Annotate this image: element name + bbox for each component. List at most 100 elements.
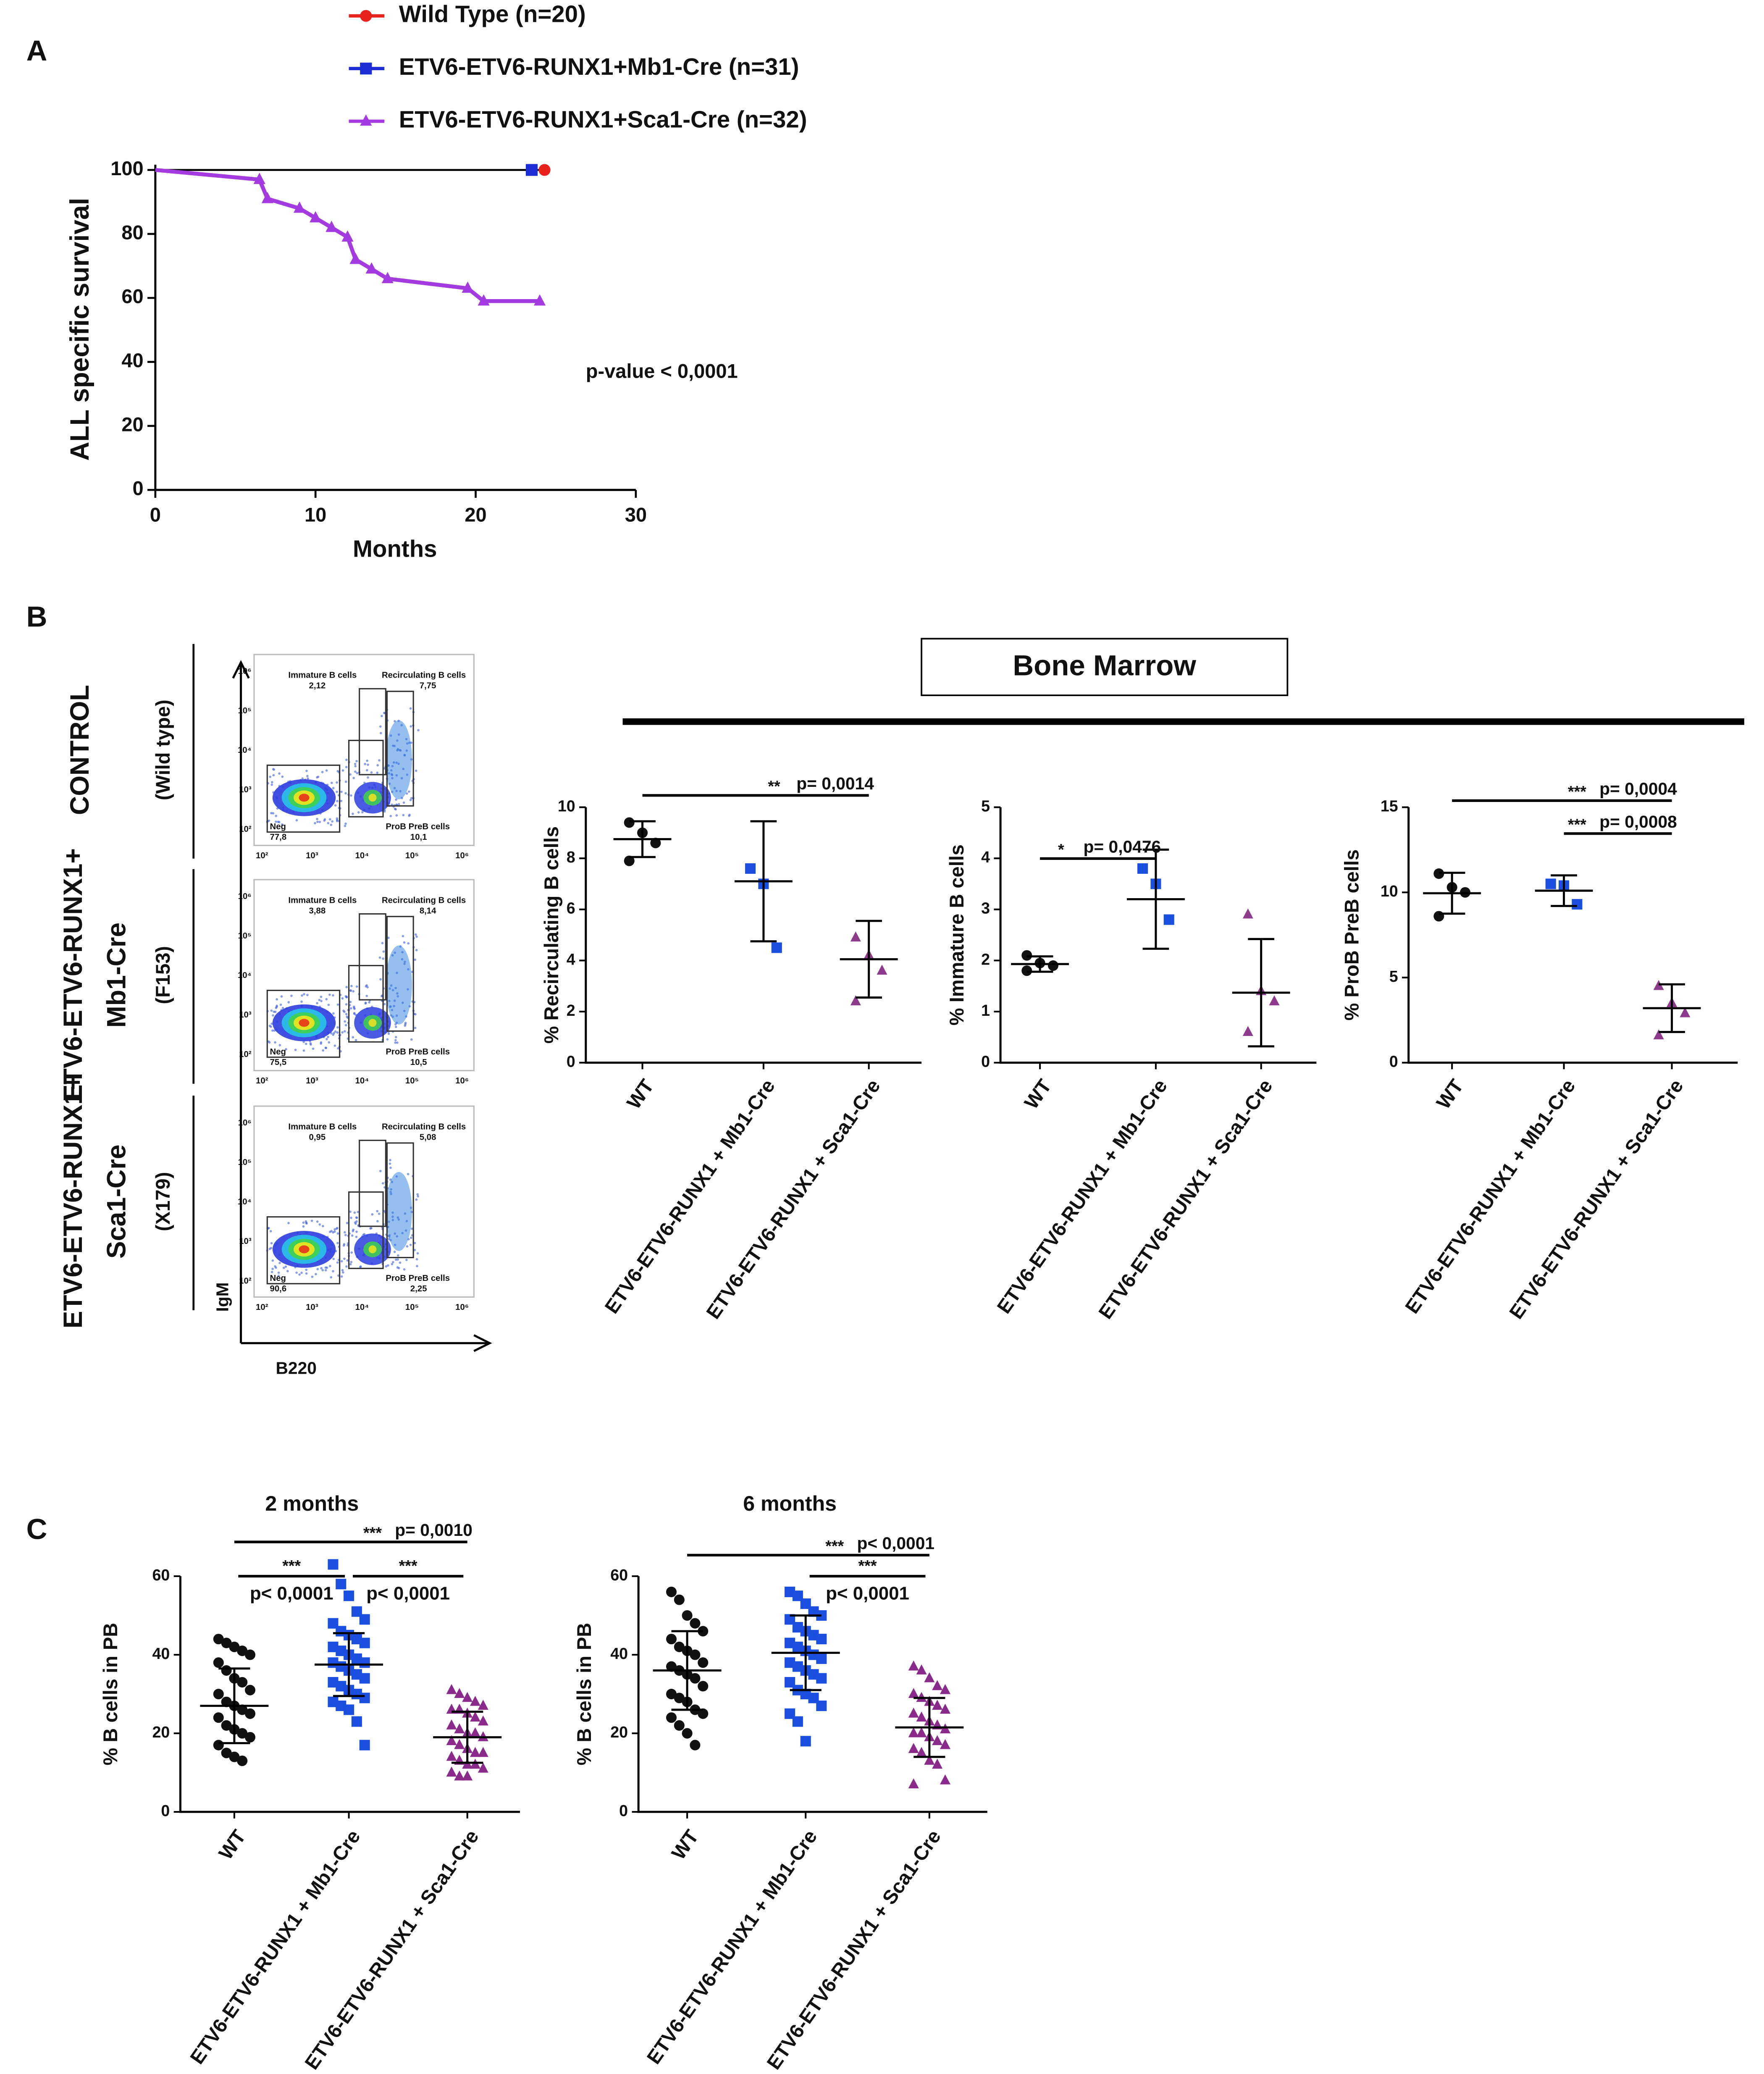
flow-event bbox=[379, 725, 382, 728]
marker bbox=[328, 1559, 339, 1570]
significance-stars: *** bbox=[282, 1557, 301, 1575]
error-bar bbox=[790, 1614, 822, 1691]
gate-name: Immature B cells bbox=[288, 671, 357, 680]
panel-letter: A bbox=[26, 34, 47, 67]
marker bbox=[674, 1720, 685, 1731]
marker bbox=[682, 1728, 693, 1739]
flow-event bbox=[320, 1267, 323, 1270]
flow-event bbox=[379, 1170, 382, 1172]
flow-event bbox=[327, 1036, 329, 1038]
marker bbox=[446, 1751, 457, 1761]
marker bbox=[1680, 1007, 1690, 1017]
flow-event bbox=[277, 1275, 280, 1277]
flow-event bbox=[344, 1020, 346, 1023]
flow-x-tick: 10⁵ bbox=[405, 1303, 419, 1312]
p-value: p< 0,0001 bbox=[366, 1583, 450, 1603]
flow-event bbox=[410, 1236, 412, 1239]
x-tick-label: 10 bbox=[304, 503, 326, 526]
flow-event bbox=[318, 999, 321, 1002]
flow-event bbox=[270, 1271, 273, 1273]
flow-event bbox=[335, 1228, 338, 1230]
flow-event bbox=[336, 1261, 339, 1264]
marker bbox=[650, 838, 661, 849]
marker bbox=[221, 1638, 232, 1648]
flow-event bbox=[383, 810, 386, 813]
flow-event bbox=[311, 1275, 314, 1278]
flow-event bbox=[324, 1046, 327, 1049]
flow-event bbox=[271, 1029, 274, 1032]
marker bbox=[253, 173, 265, 184]
flow-event bbox=[352, 1036, 354, 1038]
gate-name: Neg bbox=[270, 1274, 286, 1283]
marker bbox=[666, 1661, 677, 1672]
flow-event bbox=[413, 1249, 416, 1251]
y-tick-label: 40 bbox=[121, 349, 143, 371]
row-label: CONTROL bbox=[65, 685, 94, 815]
marker bbox=[908, 1743, 919, 1753]
y-tick-label: 10 bbox=[558, 797, 575, 815]
flow-event bbox=[349, 1001, 352, 1003]
error-bar bbox=[218, 1667, 250, 1744]
flow-event bbox=[341, 1271, 344, 1274]
flow-y-tick: 10⁴ bbox=[238, 1197, 252, 1207]
flow-event bbox=[328, 818, 331, 821]
flow-event bbox=[410, 1228, 413, 1230]
flow-event bbox=[344, 1231, 346, 1234]
marker bbox=[381, 272, 394, 284]
marker bbox=[221, 1720, 232, 1731]
flow-event bbox=[340, 1275, 343, 1278]
x-tick-label: WT bbox=[667, 1825, 703, 1863]
marker bbox=[666, 1688, 677, 1700]
marker bbox=[1137, 863, 1148, 874]
flow-event bbox=[386, 1038, 389, 1041]
flow-event bbox=[306, 994, 309, 996]
flow-event bbox=[324, 1269, 327, 1272]
flow-event bbox=[376, 1210, 379, 1212]
legend-label: ETV6-ETV6-RUNX1+Sca1-Cre (n=32) bbox=[399, 106, 807, 132]
y-axis-label: % B cells in PB bbox=[99, 1623, 121, 1766]
annotation: p-value < 0,0001 bbox=[586, 360, 738, 382]
flow-event bbox=[350, 1261, 353, 1263]
flow-event bbox=[272, 1014, 274, 1017]
gate bbox=[359, 688, 386, 775]
y-tick-label: 20 bbox=[152, 1723, 170, 1741]
flow-event bbox=[300, 1000, 303, 1003]
flow-x-tick: 10⁵ bbox=[405, 851, 419, 860]
flow-event bbox=[334, 804, 337, 807]
flow-event bbox=[336, 781, 338, 784]
error-bar bbox=[1438, 872, 1465, 915]
flow-event bbox=[271, 1259, 274, 1262]
marker bbox=[470, 1695, 481, 1706]
flow-event bbox=[269, 775, 271, 778]
flow-event bbox=[336, 1232, 339, 1235]
flow-event bbox=[350, 985, 353, 988]
flow-event bbox=[325, 769, 328, 772]
flow-event bbox=[274, 1041, 276, 1044]
error-bar bbox=[1551, 874, 1577, 907]
flow-event bbox=[284, 1265, 287, 1268]
flow-event bbox=[341, 1031, 344, 1034]
y-axis-label: % ProB PreB cells bbox=[1341, 849, 1363, 1021]
marker bbox=[1269, 995, 1280, 1006]
flow-event bbox=[399, 1261, 402, 1264]
flow-event bbox=[402, 801, 405, 804]
flow-event bbox=[320, 1000, 323, 1002]
flow-event bbox=[328, 994, 331, 996]
legend-label: Wild Type (n=20) bbox=[399, 1, 586, 27]
flow-event bbox=[276, 1005, 278, 1008]
flow-event bbox=[391, 1263, 394, 1265]
flow-event bbox=[273, 1010, 276, 1013]
flow-event bbox=[328, 1265, 331, 1267]
flow-event bbox=[370, 771, 373, 774]
flow-event bbox=[403, 941, 406, 944]
marker bbox=[237, 1728, 248, 1739]
x-tick-label: ETV6-ETV6-RUNX1 + Mb1-Cre bbox=[992, 1075, 1171, 1317]
gate-name: ProB PreB cells bbox=[386, 822, 450, 831]
flow-event bbox=[387, 1032, 390, 1035]
y-tick-label: 0 bbox=[567, 1053, 575, 1070]
flow-event bbox=[312, 1047, 315, 1050]
gate-name: Immature B cells bbox=[288, 896, 357, 905]
flow-event bbox=[334, 1030, 337, 1033]
y-tick-label: 15 bbox=[1381, 797, 1398, 815]
